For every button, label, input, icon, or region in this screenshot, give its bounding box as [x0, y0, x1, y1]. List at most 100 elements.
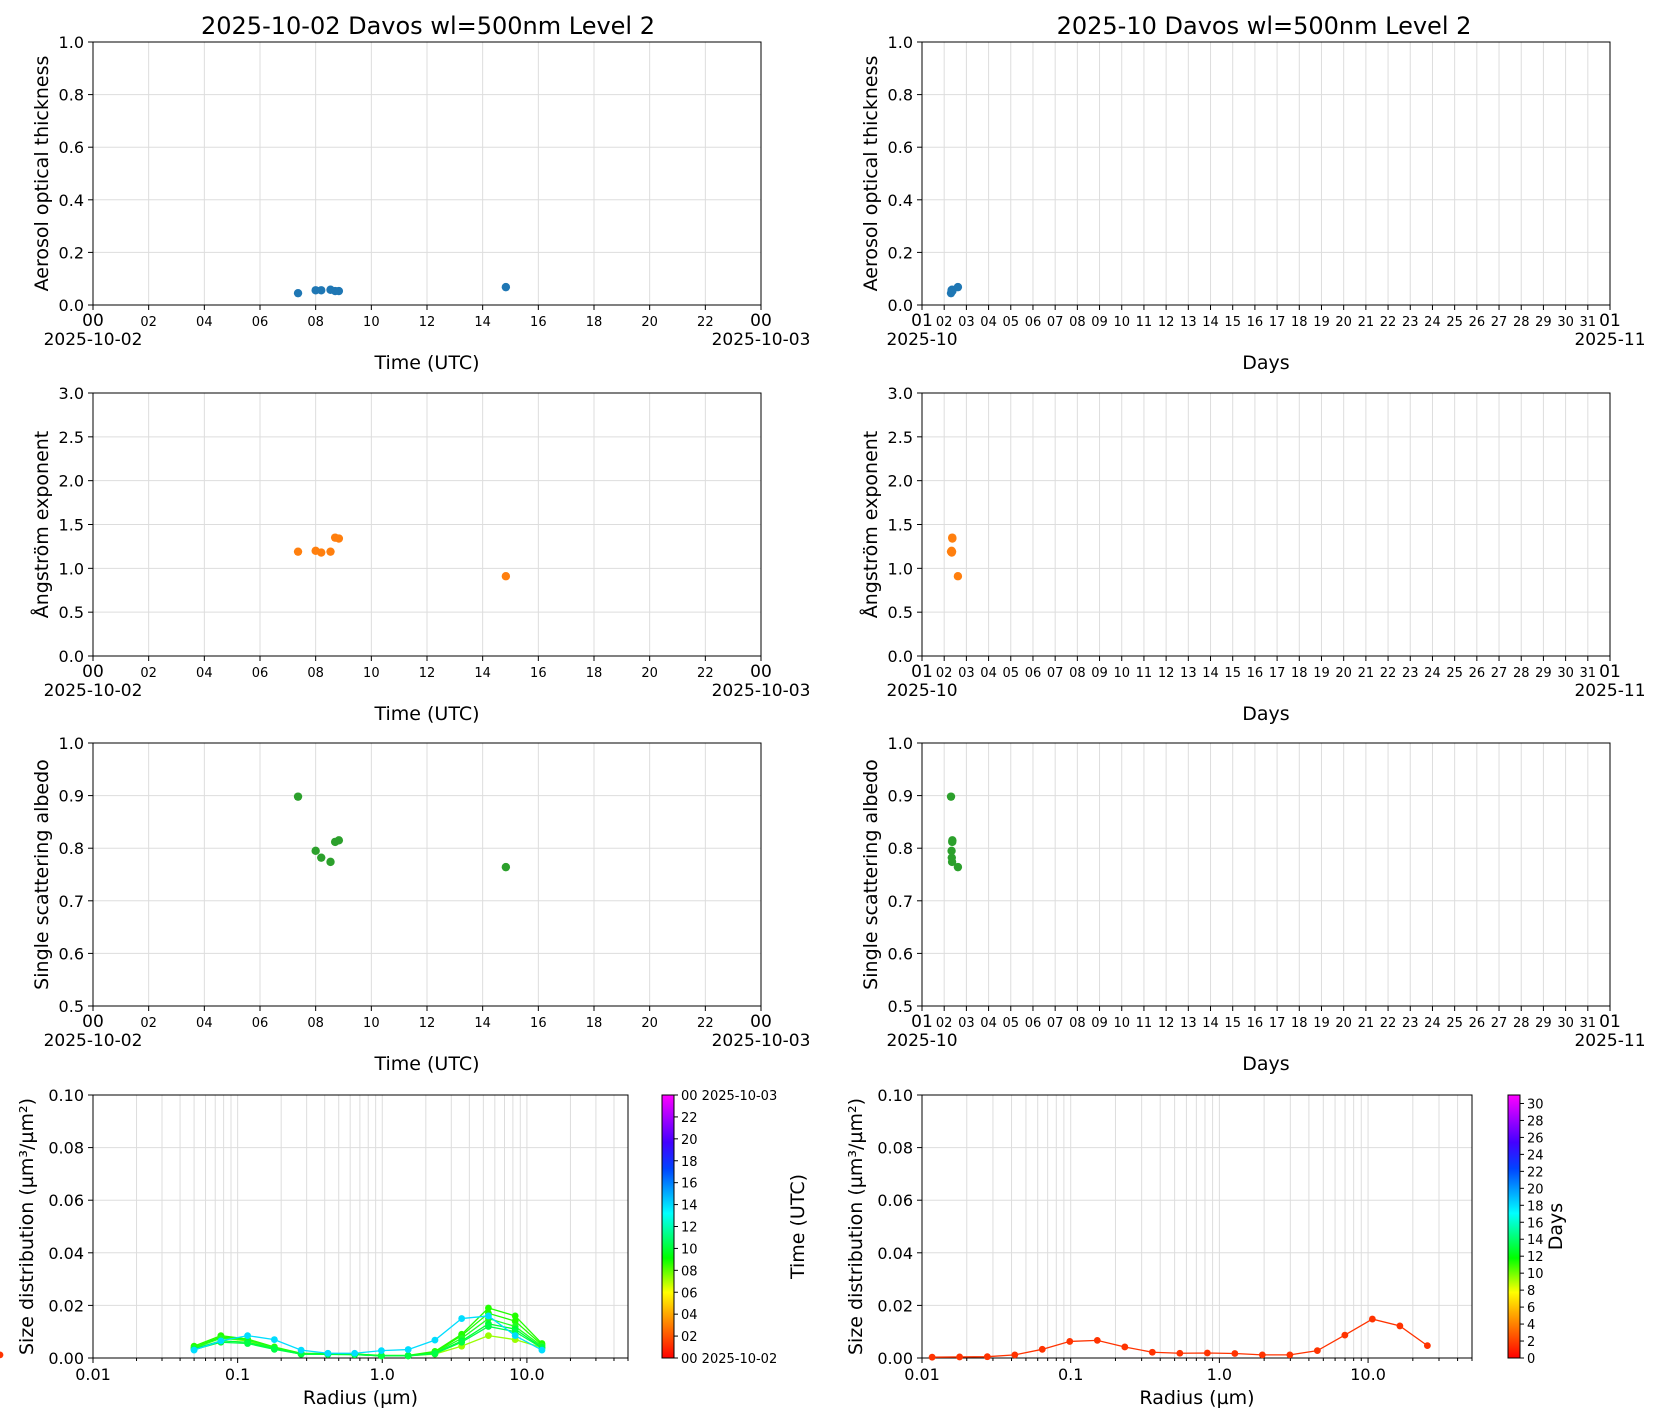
x-tick-label: 04 — [980, 666, 997, 681]
x-tick-label: 26 — [1469, 1016, 1486, 1031]
y-tick-label: 1.0 — [888, 33, 913, 52]
x-tick-label: 16 — [530, 666, 547, 681]
data-point — [947, 547, 957, 556]
monthly-angstrom-panel: 01 02 03 04 05 06 07 08 09 10 11 12 13 14 15 16 17 18 19 20… — [859, 384, 1646, 725]
monthly-title: 2025-10 Davos wl=500nm Level 2 — [1057, 12, 1472, 40]
y-tick-label: 0.4 — [888, 191, 913, 210]
data-point — [947, 846, 956, 856]
data-point — [293, 792, 303, 801]
x-tick-label: 06 — [1025, 1016, 1042, 1031]
data-point — [217, 1337, 225, 1345]
x-tick-label: 22 — [1380, 1016, 1397, 1031]
y-axis-label: Single scattering albedo — [860, 759, 882, 990]
x-tick-label: 21 — [1358, 1016, 1375, 1031]
x-tick-label: 14 — [474, 666, 491, 681]
x-tick-label: 20 — [641, 1016, 658, 1031]
x-tick-label: 18 — [586, 1016, 603, 1031]
data-point — [1313, 1347, 1321, 1355]
y-tick-label: 1.5 — [888, 516, 913, 535]
y-tick-label: 0.6 — [888, 944, 913, 963]
x-tick-label: 16 — [1247, 666, 1264, 681]
x-tick-label: 18 — [586, 666, 603, 681]
x-tick-label: 20 — [1335, 315, 1352, 330]
y-tick-label: 0.5 — [888, 603, 913, 622]
data-point — [351, 1349, 359, 1357]
x-tick-label: 20 — [641, 666, 658, 681]
x-tick-label: 08 — [307, 315, 324, 330]
x-tick-label: 0.01 — [75, 1365, 111, 1384]
axes-frame — [921, 1094, 1473, 1359]
y-tick-label: 0.06 — [48, 1191, 84, 1210]
data-point — [1011, 1351, 1019, 1359]
x-tick-label: 14 — [1202, 666, 1219, 681]
y-tick-label: 0.5 — [59, 997, 84, 1016]
x-tick-label: 06 — [252, 1016, 269, 1031]
y-tick-label: 0.04 — [48, 1244, 84, 1263]
x-tick-label: 23 — [1402, 666, 1419, 681]
x-tick-label: 01 — [911, 1012, 933, 1032]
x-axis-label: Time (UTC) — [373, 352, 479, 374]
data-point — [485, 1323, 492, 1330]
y-axis-label: Ångström exponent — [30, 431, 53, 619]
x-axis-label: Radius (µm) — [303, 1387, 418, 1409]
x-tick-label: 08 — [1069, 1016, 1086, 1031]
x-axis-label: Days — [1242, 1053, 1289, 1075]
data-point — [485, 1304, 492, 1312]
x-tick-label: 25 — [1446, 666, 1463, 681]
series-line — [193, 1325, 543, 1357]
x-tick-label: 00 — [82, 662, 104, 682]
data-point — [378, 1347, 385, 1355]
x-date-right: 2025-11 — [1574, 681, 1645, 701]
axes-frame — [921, 392, 1611, 657]
data-point — [1176, 1349, 1184, 1357]
y-tick-label: 0.0 — [59, 296, 84, 315]
x-tick-label: 12 — [419, 666, 436, 681]
x-tick-label: 20 — [1335, 666, 1352, 681]
x-tick-label: 14 — [1202, 1016, 1219, 1031]
x-tick-label: 18 — [1291, 315, 1308, 330]
colorbar-tick-label: 12 — [681, 1221, 698, 1236]
data-point — [1121, 1343, 1129, 1351]
y-tick-label: 2.5 — [888, 428, 913, 447]
y-axis-label: Size distribution (µm³/µm²) — [16, 1098, 38, 1355]
data-point — [244, 1340, 252, 1347]
y-tick-label: 0.8 — [59, 86, 84, 105]
colorbar-tick-label: 18 — [681, 1155, 698, 1170]
colorbar-tick-label: 2 — [1527, 1335, 1535, 1350]
x-tick-label: 16 — [530, 1016, 547, 1031]
x-axis-label: Days — [1242, 352, 1289, 374]
axes-frame — [92, 392, 762, 657]
data-point — [431, 1336, 439, 1344]
y-tick-label: 0.02 — [48, 1296, 84, 1315]
data-point — [485, 1312, 492, 1320]
x-tick-label: 12 — [419, 1016, 436, 1031]
data-point — [244, 1332, 252, 1340]
data-point — [431, 1350, 439, 1358]
x-tick-label: 12 — [1158, 1016, 1175, 1031]
data-point — [538, 1346, 546, 1354]
x-tick-label: 28 — [1513, 1016, 1530, 1031]
daily-title: 2025-10-02 Davos wl=500nm Level 2 — [201, 12, 655, 40]
x-tick-label: 05 — [1003, 315, 1020, 330]
x-tick-label: 24 — [1424, 315, 1441, 330]
colorbar-tick-label: 14 — [1527, 1233, 1544, 1248]
x-tick-label: 01 — [1599, 311, 1621, 331]
data-point — [511, 1317, 519, 1325]
data-point — [1368, 1315, 1376, 1323]
x-tick-label: 00 — [750, 1012, 772, 1032]
data-point — [326, 857, 335, 867]
x-tick-label: 02 — [140, 666, 157, 681]
data-point — [190, 1346, 198, 1354]
x-tick-label: 21 — [1358, 666, 1375, 681]
x-date-right: 2025-10-03 — [712, 681, 811, 701]
axes-frame — [92, 742, 762, 1007]
data-point — [311, 846, 320, 856]
x-tick-label: 22 — [1380, 666, 1397, 681]
x-date-right: 2025-11 — [1574, 330, 1645, 350]
data-point — [946, 792, 956, 801]
daily-aod-panel: 00 02 04 06 08 10 12 14 16 18 20 22 000.00.20.40.60.… — [31, 33, 810, 374]
data-point — [956, 1353, 963, 1361]
x-tick-label: 15 — [1224, 315, 1241, 330]
x-tick-label: 02 — [936, 666, 953, 681]
x-date-left: 2025-10 — [886, 681, 957, 701]
